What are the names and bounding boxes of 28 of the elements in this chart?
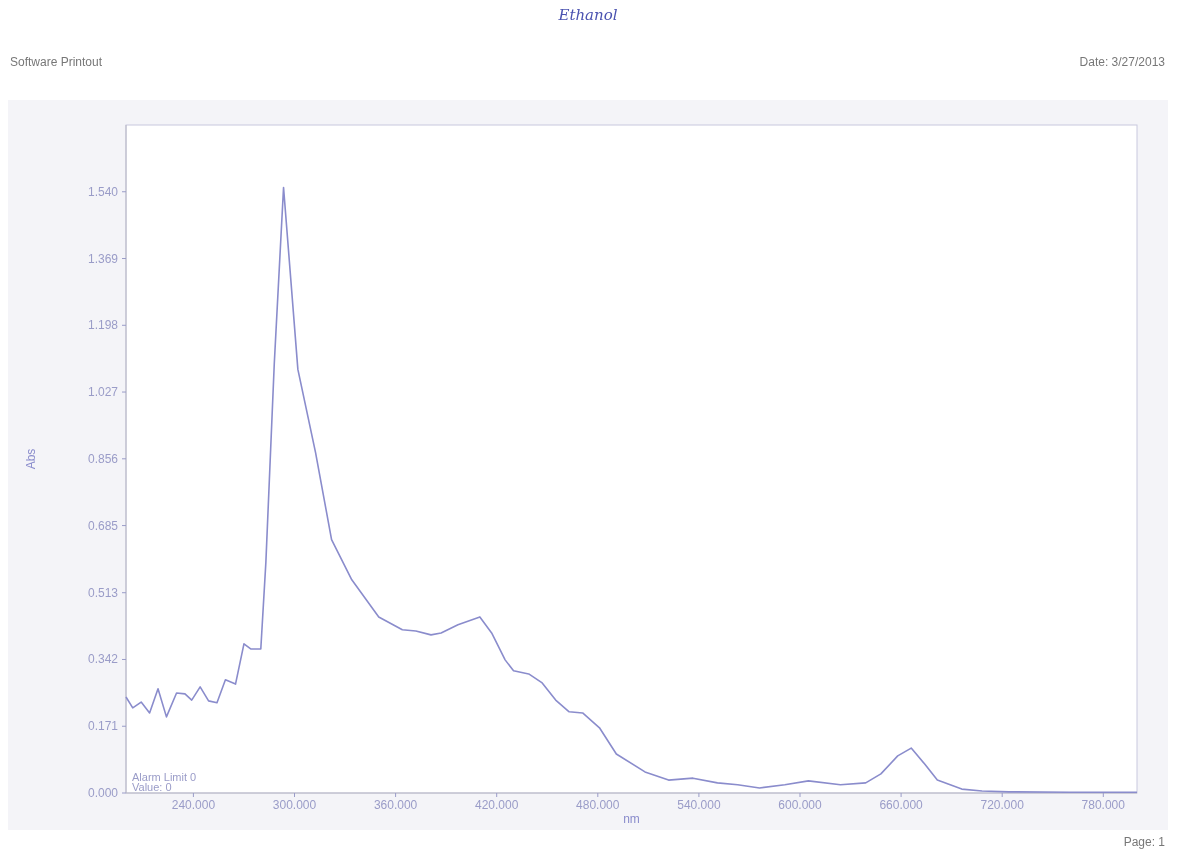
y-tick-label: 1.540 <box>87 184 119 199</box>
x-axis-title: nm <box>623 812 640 826</box>
text: Page: 1 <box>1123 835 1166 849</box>
x-tick-label: 360.000 <box>373 798 418 812</box>
y-tick-label: 0.856 <box>87 451 119 466</box>
x-tick-label: 540.000 <box>677 798 721 812</box>
x-tick-label: 780.000 <box>1081 798 1126 812</box>
x-tick-label: 480.000 <box>576 798 620 812</box>
x-tick-label: 420.000 <box>475 798 519 812</box>
y-tick-label: 0.685 <box>87 518 119 533</box>
x-tick-label: 660.000 <box>879 798 924 812</box>
y-tick-label: 0.513 <box>87 585 119 600</box>
x-tick-label: 720.000 <box>980 798 1025 812</box>
y-tick-label: 1.027 <box>87 385 119 400</box>
annotation: Value: 0 <box>132 781 172 793</box>
chart-title: Ethanol <box>557 6 618 24</box>
text: Date: 3/27/2013 <box>1079 55 1166 69</box>
y-axis-title: Abs <box>24 448 38 470</box>
y-tick-label: 0.000 <box>87 786 119 800</box>
y-tick-label: 0.342 <box>87 652 119 667</box>
x-tick-label: 300.000 <box>272 798 317 812</box>
y-tick-label: 1.369 <box>87 251 119 266</box>
chart-subtitle: Software Printout <box>10 55 103 69</box>
y-tick-label: 1.198 <box>87 318 119 333</box>
x-tick-label: 240.000 <box>171 798 216 812</box>
x-tick-label: 600.000 <box>778 798 823 812</box>
y-tick-label: 0.171 <box>87 719 119 734</box>
annotation: Alarm Limit 0 <box>132 771 197 783</box>
